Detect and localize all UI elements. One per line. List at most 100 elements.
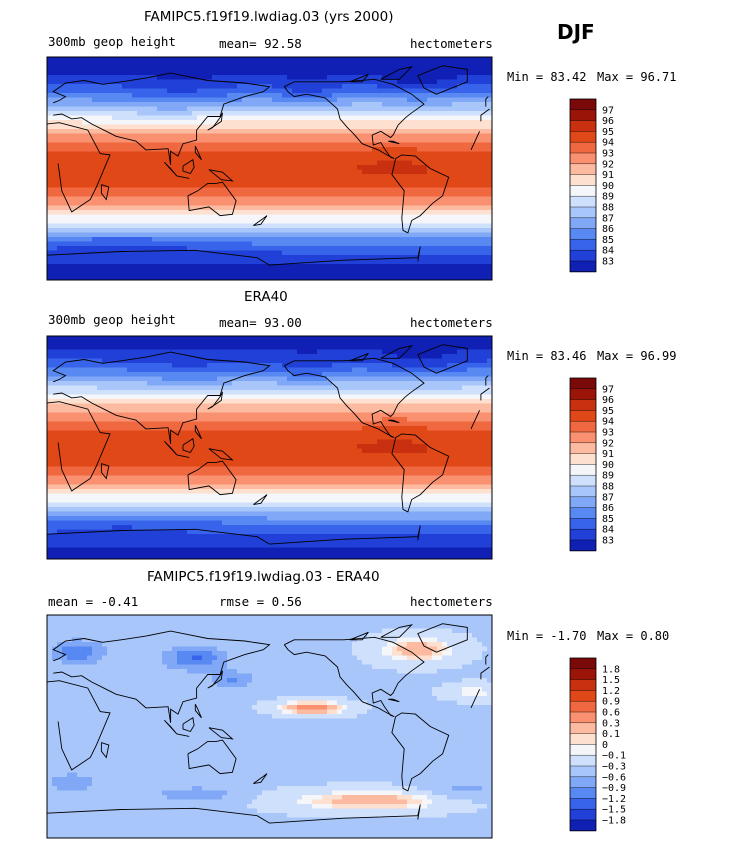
field-cell bbox=[327, 205, 333, 211]
field-cell bbox=[217, 205, 223, 211]
field-cell bbox=[472, 174, 478, 179]
field-cell bbox=[307, 205, 313, 211]
field-cell bbox=[332, 336, 338, 341]
field-cell bbox=[367, 241, 373, 247]
field-cell bbox=[237, 228, 243, 233]
field-cell bbox=[162, 79, 168, 85]
field-cell bbox=[372, 66, 378, 71]
field-cell bbox=[282, 178, 288, 184]
field-cell bbox=[462, 115, 468, 121]
field-cell bbox=[307, 66, 313, 71]
field-cell bbox=[72, 120, 78, 125]
field-cell bbox=[282, 196, 288, 202]
field-cell bbox=[322, 354, 328, 359]
field-cell bbox=[252, 232, 258, 238]
field-cell bbox=[262, 84, 268, 89]
field-cell bbox=[487, 156, 492, 161]
field-cell bbox=[302, 129, 308, 134]
field-cell bbox=[167, 75, 173, 80]
field-cell bbox=[307, 61, 313, 67]
field-cell bbox=[447, 250, 453, 256]
field-cell bbox=[72, 178, 78, 184]
field-cell bbox=[207, 232, 213, 238]
field-cell bbox=[187, 250, 193, 256]
field-cell bbox=[417, 255, 423, 260]
field-cell bbox=[162, 124, 168, 130]
field-cell bbox=[427, 340, 433, 346]
field-cell bbox=[312, 255, 318, 260]
field-cell bbox=[387, 79, 393, 85]
field-cell bbox=[62, 138, 68, 143]
field-cell bbox=[312, 277, 318, 280]
field-cell bbox=[182, 97, 188, 103]
field-cell bbox=[347, 336, 353, 341]
field-cell bbox=[67, 223, 73, 229]
field-cell bbox=[122, 174, 128, 179]
field-cell bbox=[352, 120, 358, 125]
field-cell bbox=[142, 151, 148, 157]
field-cell bbox=[437, 187, 443, 193]
field-cell bbox=[52, 115, 58, 121]
field-cell bbox=[152, 120, 158, 125]
field-cell bbox=[482, 214, 488, 220]
field-cell bbox=[227, 75, 233, 80]
field-cell bbox=[332, 201, 338, 206]
field-cell bbox=[317, 340, 323, 346]
panel2-title: ERA40 bbox=[244, 289, 288, 305]
field-cell bbox=[272, 196, 278, 202]
field-cell bbox=[367, 147, 373, 152]
field-cell bbox=[282, 129, 288, 134]
field-cell bbox=[72, 264, 78, 269]
field-cell bbox=[112, 61, 118, 67]
field-cell bbox=[87, 174, 93, 179]
field-cell bbox=[462, 178, 468, 184]
field-cell bbox=[222, 196, 228, 202]
field-cell bbox=[202, 169, 208, 175]
field-cell bbox=[467, 268, 473, 274]
field-cell bbox=[207, 340, 213, 346]
field-cell bbox=[427, 111, 433, 116]
field-cell bbox=[67, 142, 73, 148]
field-cell bbox=[102, 241, 108, 247]
field-cell bbox=[482, 273, 488, 278]
field-cell bbox=[332, 57, 338, 62]
field-cell bbox=[212, 147, 218, 152]
field-cell bbox=[72, 273, 78, 278]
field-cell bbox=[452, 268, 458, 274]
field-cell bbox=[152, 183, 158, 188]
field-cell bbox=[262, 111, 268, 116]
field-cell bbox=[92, 106, 98, 112]
field-cell bbox=[397, 259, 403, 265]
field-cell bbox=[112, 219, 118, 224]
field-cell bbox=[267, 160, 273, 166]
field-cell bbox=[322, 102, 328, 107]
field-cell bbox=[352, 124, 358, 130]
field-cell bbox=[152, 205, 158, 211]
field-cell bbox=[352, 129, 358, 134]
field-cell bbox=[312, 156, 318, 161]
field-cell bbox=[447, 178, 453, 184]
field-cell bbox=[102, 106, 108, 112]
field-cell bbox=[357, 259, 363, 265]
field-cell bbox=[212, 156, 218, 161]
field-cell bbox=[157, 237, 163, 242]
field-cell bbox=[202, 57, 208, 62]
field-cell bbox=[347, 147, 353, 152]
field-cell bbox=[167, 354, 173, 359]
field-cell bbox=[287, 147, 293, 152]
field-cell bbox=[472, 255, 478, 260]
field-cell bbox=[467, 349, 473, 355]
field-cell bbox=[412, 336, 418, 341]
field-cell bbox=[467, 187, 473, 193]
field-cell bbox=[247, 57, 253, 62]
field-cell bbox=[442, 219, 448, 224]
field-cell bbox=[472, 241, 478, 247]
field-cell bbox=[387, 169, 393, 175]
field-cell bbox=[67, 349, 73, 355]
field-cell bbox=[247, 349, 253, 355]
field-cell bbox=[412, 178, 418, 184]
field-cell bbox=[447, 70, 453, 76]
field-cell bbox=[327, 57, 333, 62]
field-cell bbox=[402, 223, 408, 229]
field-cell bbox=[362, 192, 368, 197]
